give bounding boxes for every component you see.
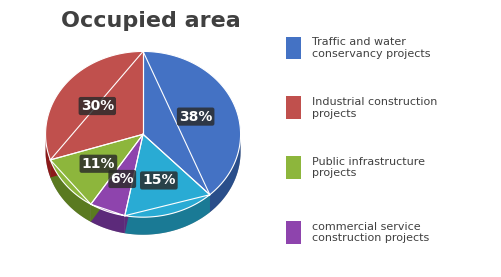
Polygon shape	[209, 135, 240, 212]
Text: 6%: 6%	[110, 172, 134, 186]
Text: Traffic and water
conservancy projects: Traffic and water conservancy projects	[312, 37, 430, 59]
Polygon shape	[143, 52, 240, 195]
Polygon shape	[125, 134, 143, 233]
Polygon shape	[50, 134, 143, 178]
Polygon shape	[50, 160, 91, 222]
Polygon shape	[91, 134, 143, 216]
Text: Public infrastructure
projects: Public infrastructure projects	[312, 157, 424, 178]
Polygon shape	[143, 134, 209, 212]
Text: Occupied area: Occupied area	[61, 11, 240, 31]
Bar	[285, 96, 301, 119]
Text: 30%: 30%	[81, 99, 114, 113]
Text: 15%: 15%	[142, 173, 175, 188]
Bar	[285, 156, 301, 179]
Polygon shape	[91, 204, 125, 233]
Bar	[285, 37, 301, 59]
Polygon shape	[91, 134, 143, 222]
Text: commercial service
construction projects: commercial service construction projects	[312, 222, 428, 243]
Polygon shape	[125, 195, 209, 235]
Text: 38%: 38%	[179, 110, 212, 124]
Polygon shape	[46, 52, 143, 160]
Polygon shape	[50, 134, 143, 204]
Polygon shape	[46, 137, 50, 178]
Polygon shape	[125, 134, 143, 233]
Polygon shape	[91, 134, 143, 222]
Text: 11%: 11%	[82, 157, 115, 171]
Bar	[285, 221, 301, 244]
Polygon shape	[50, 134, 143, 178]
Polygon shape	[143, 134, 209, 212]
Polygon shape	[125, 134, 209, 217]
Text: Industrial construction
projects: Industrial construction projects	[312, 97, 436, 119]
Ellipse shape	[46, 69, 240, 235]
